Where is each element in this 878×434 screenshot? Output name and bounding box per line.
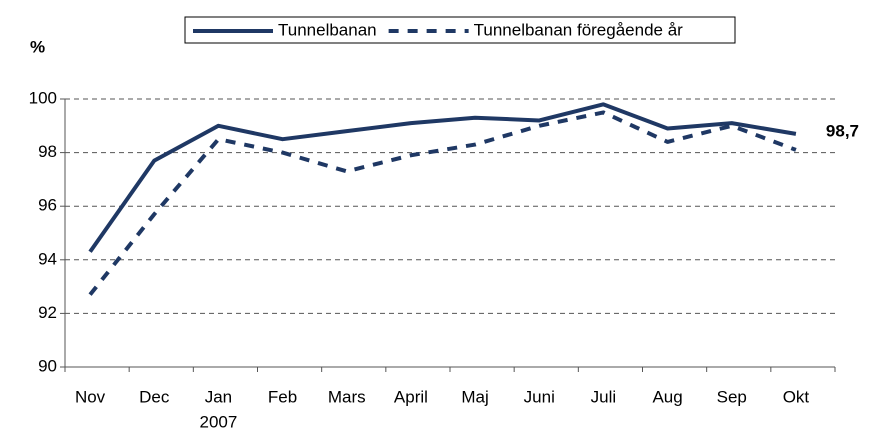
x-tick-label: Mars	[328, 387, 366, 406]
x-tick-label: Dec	[139, 387, 170, 406]
x-tick-label: Okt	[783, 387, 810, 406]
x-tick-label: Feb	[268, 387, 297, 406]
legend-box	[184, 16, 736, 44]
x-tick-label: Juni	[524, 387, 555, 406]
x-tick-label: Aug	[652, 387, 682, 406]
legend-label: Tunnelbanan	[278, 20, 377, 39]
y-tick-label: 98	[38, 142, 57, 161]
year-annotation: 2007	[200, 412, 238, 431]
x-tick-label: Nov	[75, 387, 106, 406]
x-tick-label: Jan	[205, 387, 232, 406]
y-tick-label: 92	[38, 303, 57, 322]
y-tick-label: 94	[38, 249, 57, 268]
y-axis-label: %	[30, 37, 45, 56]
x-tick-label: Juli	[591, 387, 617, 406]
legend-label: Tunnelbanan föregående år	[474, 20, 684, 39]
x-tick-label: Maj	[461, 387, 488, 406]
x-tick-label: April	[394, 387, 428, 406]
data-label: 98,7	[826, 121, 859, 140]
y-tick-label: 90	[38, 356, 57, 375]
y-tick-label: 100	[29, 88, 57, 107]
series-line	[88, 102, 797, 253]
y-tick-label: 96	[38, 196, 57, 215]
x-tick-label: Sep	[717, 387, 747, 406]
